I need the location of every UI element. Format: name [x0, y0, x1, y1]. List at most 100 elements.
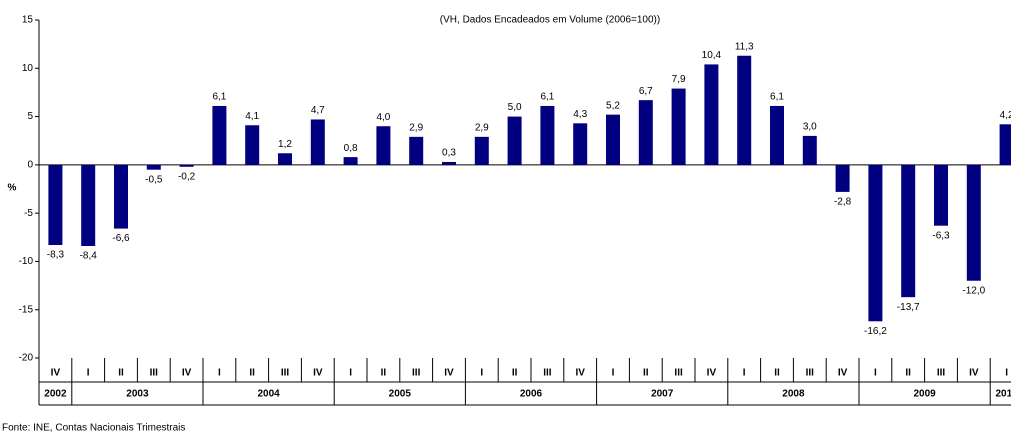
- bar: [376, 126, 391, 165]
- year-label: 2007: [651, 389, 674, 400]
- bar: [966, 164, 981, 281]
- value-label: -0,5: [145, 174, 163, 185]
- x-tick-label: I: [87, 368, 90, 379]
- value-label: -2,8: [834, 197, 852, 208]
- bar: [704, 64, 719, 165]
- bar: [835, 164, 850, 192]
- bar: [770, 105, 784, 165]
- bar: [868, 164, 883, 322]
- y-tick-label: 10: [22, 63, 34, 74]
- value-label: -16,2: [864, 326, 887, 337]
- x-tick-label: IV: [838, 368, 848, 379]
- y-tick-label: 15: [22, 15, 34, 26]
- bar: [802, 135, 817, 165]
- bar: [606, 114, 620, 165]
- value-label: 4,1: [245, 111, 259, 122]
- bar: [999, 124, 1011, 165]
- bar: [146, 164, 161, 170]
- bar: [474, 136, 489, 165]
- value-label: -8,4: [80, 251, 98, 262]
- x-tick-label: II: [512, 368, 518, 379]
- value-label: 6,7: [639, 86, 653, 97]
- x-tick-label: III: [543, 368, 552, 379]
- value-label: 5,2: [606, 100, 620, 111]
- x-tick-label: III: [281, 368, 290, 379]
- x-tick-label: I: [480, 368, 483, 379]
- bar: [901, 164, 916, 298]
- value-label: -6,3: [932, 230, 950, 241]
- bar: [540, 105, 555, 165]
- year-label: 2006: [520, 389, 543, 400]
- bar: [507, 116, 522, 165]
- value-label: 4,2: [1000, 110, 1011, 121]
- year-label: 2009: [913, 389, 936, 400]
- value-label: 11,3: [735, 41, 754, 52]
- year-label: 2005: [389, 389, 412, 400]
- x-tick-label: I: [1005, 368, 1008, 379]
- x-tick-label: IV: [575, 368, 585, 379]
- bar: [442, 161, 456, 165]
- x-tick-label: I: [612, 368, 615, 379]
- y-tick-label: -15: [19, 304, 34, 315]
- bar: [343, 157, 358, 165]
- source-note: Fonte: INE, Contas Nacionais Trimestrais: [2, 423, 185, 434]
- value-label: -12,0: [962, 285, 985, 296]
- bar: [573, 123, 588, 165]
- x-tick-label: III: [674, 368, 683, 379]
- year-label: 2008: [782, 389, 805, 400]
- value-label: -6,6: [112, 233, 130, 244]
- bar: [212, 105, 227, 165]
- y-tick-label: -10: [19, 256, 34, 267]
- bar: [278, 153, 292, 165]
- value-label: 2,9: [475, 122, 489, 133]
- x-tick-label: III: [150, 368, 159, 379]
- bar: [179, 164, 194, 167]
- year-label: 2003: [126, 389, 149, 400]
- bar: [48, 164, 63, 246]
- value-label: 6,1: [770, 92, 784, 103]
- year-label: 2004: [257, 389, 280, 400]
- x-tick-label: IV: [182, 368, 192, 379]
- x-tick-label: II: [249, 368, 255, 379]
- value-label: 3,0: [803, 122, 817, 133]
- x-tick-label: IV: [707, 368, 717, 379]
- value-label: 4,3: [573, 109, 587, 120]
- value-label: 0,3: [442, 148, 456, 159]
- value-label: -13,7: [897, 302, 920, 313]
- bar: [81, 164, 96, 246]
- value-label: 4,0: [376, 112, 390, 123]
- x-tick-label: II: [643, 368, 649, 379]
- x-tick-label: III: [937, 368, 946, 379]
- chart-subtitle: (VH, Dados Encadeados em Volume (2006=10…: [440, 15, 660, 26]
- y-tick-label: 5: [27, 111, 33, 122]
- year-label: 2010: [995, 389, 1011, 400]
- x-tick-label: II: [118, 368, 124, 379]
- value-label: 10,4: [702, 50, 722, 61]
- bar: [245, 125, 260, 165]
- x-tick-label: III: [806, 368, 815, 379]
- value-label: 2,9: [409, 122, 423, 133]
- y-axis-label: %: [8, 183, 17, 194]
- bar: [737, 55, 752, 165]
- value-label: -8,3: [47, 250, 65, 261]
- y-tick-label: -20: [19, 353, 34, 364]
- x-tick-label: I: [874, 368, 877, 379]
- value-label: 6,1: [540, 92, 554, 103]
- bar: [934, 164, 948, 226]
- value-label: 5,0: [508, 102, 522, 113]
- x-tick-label: I: [349, 368, 352, 379]
- bar: [114, 164, 128, 229]
- x-tick-label: IV: [51, 368, 61, 379]
- y-tick-label: -5: [24, 208, 33, 219]
- x-tick-label: III: [412, 368, 421, 379]
- x-tick-label: IV: [313, 368, 323, 379]
- value-label: 6,1: [212, 92, 226, 103]
- value-label: 7,9: [672, 74, 686, 85]
- x-tick-label: IV: [969, 368, 979, 379]
- value-label: 0,8: [344, 143, 358, 154]
- value-label: 1,2: [278, 139, 292, 150]
- x-tick-label: II: [905, 368, 911, 379]
- value-label: -0,2: [178, 171, 196, 182]
